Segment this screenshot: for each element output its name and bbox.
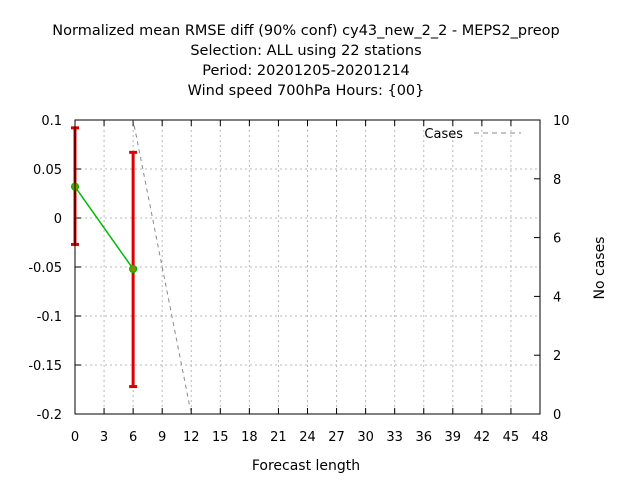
chart-title: Normalized mean RMSE diff (90% conf) cy4…	[52, 23, 559, 99]
title-line-1: Normalized mean RMSE diff (90% conf) cy4…	[52, 23, 559, 39]
x-tick-label: 27	[328, 430, 345, 445]
y2-tick-label: 8	[553, 173, 561, 188]
x-tick-label: 48	[532, 430, 549, 445]
y-tick-label: 0.05	[33, 163, 62, 178]
y-tick-label: -0.2	[37, 408, 62, 423]
y2-tick-label: 4	[553, 290, 561, 305]
legend: Cases	[424, 127, 521, 142]
y2-axis-label: No cases	[592, 237, 608, 300]
x-tick-label: 3	[100, 430, 108, 445]
x-tick-label: 39	[445, 430, 462, 445]
x-tick-label: 36	[415, 430, 432, 445]
rmse-diff-line	[74, 186, 134, 270]
y2-axis-ticks: 10 8 6 4 2 0	[534, 114, 570, 423]
title-line-3: Period: 20201205-20201214	[202, 63, 410, 79]
y2-tick-label: 10	[553, 114, 570, 129]
x-tick-label: 45	[503, 430, 520, 445]
plot-frame	[74, 119, 541, 415]
x-tick-label: 42	[474, 430, 491, 445]
y-axis-ticks: 0.1 0.05 0 -0.05 -0.1 -0.15 -0.2	[28, 114, 81, 423]
x-tick-label: 21	[270, 430, 287, 445]
y-tick-label: -0.1	[37, 310, 62, 325]
rmse-diff-point	[129, 264, 138, 274]
y2-tick-label: 2	[553, 349, 561, 364]
grid	[75, 120, 540, 414]
y-tick-label: -0.05	[28, 261, 62, 276]
y2-tick-label: 0	[553, 408, 561, 423]
x-tick-label: 6	[129, 430, 137, 445]
title-line-2: Selection: ALL using 22 stations	[190, 43, 421, 59]
x-tick-label: 9	[158, 430, 166, 445]
x-axis-label: Forecast length	[252, 458, 360, 474]
y2-tick-label: 6	[553, 232, 561, 247]
x-tick-label: 15	[212, 430, 229, 445]
x-tick-label: 18	[241, 430, 258, 445]
x-tick-label: 12	[183, 430, 200, 445]
x-axis-ticks: 0 3 6 9 12 15 18 21 24 27 30 33 36 39 42 45 48	[71, 120, 548, 445]
x-tick-label: 33	[386, 430, 403, 445]
x-tick-label: 24	[299, 430, 316, 445]
y-tick-label: -0.15	[28, 359, 62, 374]
y-tick-label: 0.1	[41, 114, 62, 129]
legend-label-cases: Cases	[424, 127, 463, 142]
title-line-4: Wind speed 700hPa Hours: {00}	[188, 83, 425, 99]
x-tick-label: 30	[357, 430, 374, 445]
x-tick-label: 0	[71, 430, 79, 445]
y-tick-label: 0	[54, 212, 62, 227]
